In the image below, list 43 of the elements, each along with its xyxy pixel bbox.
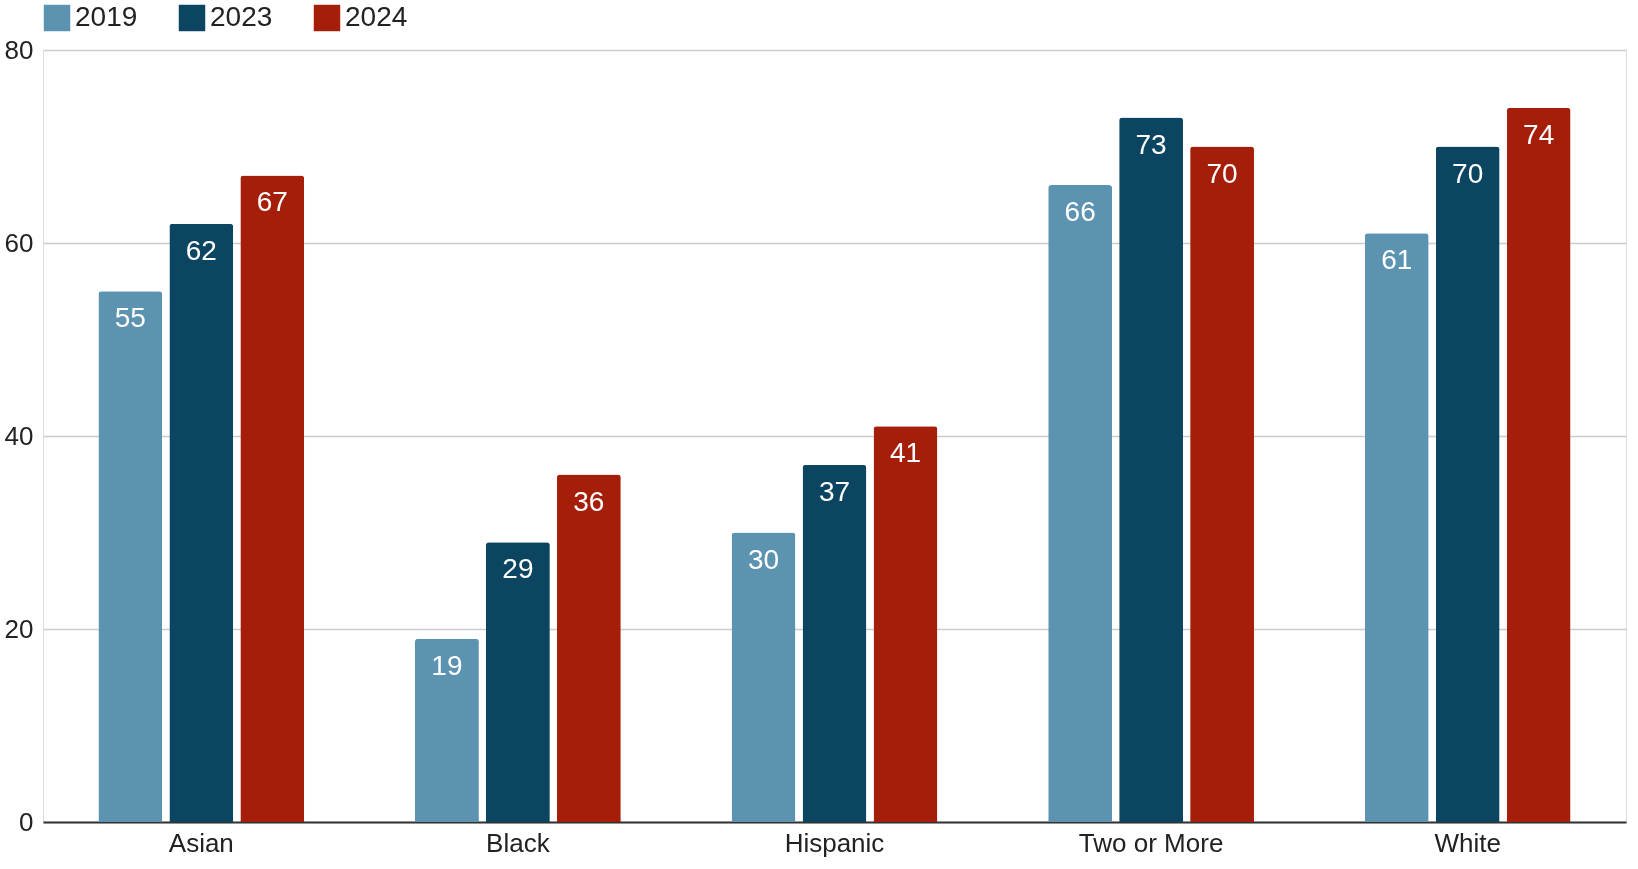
data-label: 36	[573, 485, 605, 517]
data-label: 67	[256, 186, 288, 218]
legend-label: 2024	[345, 1, 408, 32]
bar	[169, 223, 234, 822]
data-label: 62	[185, 234, 217, 266]
bar	[485, 542, 550, 822]
data-label: 41	[889, 437, 922, 469]
data-label: 74	[1523, 118, 1555, 150]
bar	[1119, 117, 1184, 822]
data-label: 29	[502, 553, 534, 585]
bar	[1190, 146, 1254, 822]
x-tick-label: Asian	[168, 827, 234, 858]
bar	[802, 464, 867, 822]
data-label: 37	[818, 475, 851, 507]
x-tick-label: Hispanic	[784, 827, 885, 858]
y-tick-label: 0	[19, 806, 34, 837]
y-tick-label: 40	[4, 420, 34, 451]
bar	[98, 291, 163, 822]
data-label: 30	[747, 543, 780, 575]
data-label: 70	[1206, 157, 1238, 189]
data-label: 73	[1135, 128, 1167, 160]
y-tick-label: 80	[4, 34, 34, 65]
x-tick-label: Two or More	[1078, 827, 1224, 858]
data-label: 19	[431, 649, 463, 681]
bar	[731, 532, 796, 822]
legend-label: 2019	[75, 1, 138, 32]
y-tick-label: 60	[4, 227, 34, 258]
x-tick-label: White	[1434, 827, 1501, 858]
y-tick-label: 20	[4, 613, 34, 644]
bar	[240, 175, 305, 822]
data-label: 70	[1452, 157, 1484, 189]
bar	[873, 426, 938, 822]
legend-label: 2023	[210, 1, 273, 32]
bar	[1435, 146, 1500, 822]
bar	[1364, 233, 1429, 822]
x-tick-label: Black	[486, 827, 551, 858]
bar	[415, 638, 479, 822]
data-label: 66	[1064, 196, 1096, 228]
data-label: 61	[1381, 244, 1413, 276]
bar	[1048, 185, 1113, 822]
data-label: 55	[114, 302, 146, 334]
bar	[556, 474, 621, 822]
bar	[1506, 107, 1571, 822]
